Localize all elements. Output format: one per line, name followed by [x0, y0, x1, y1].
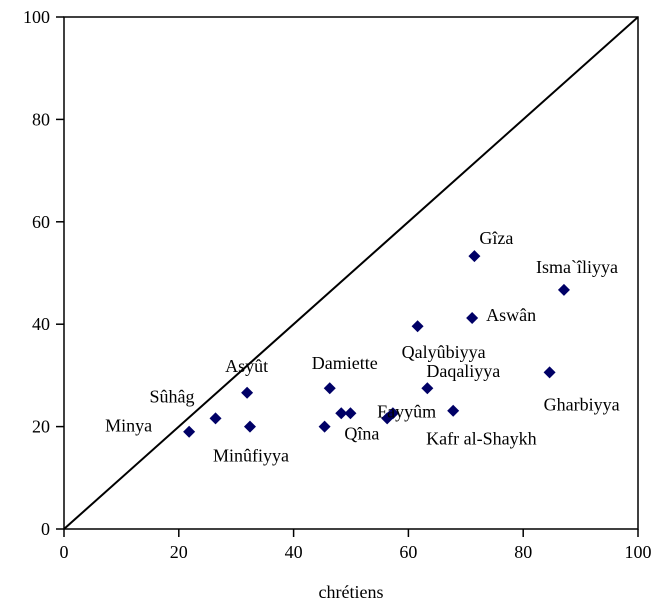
point-label: Damiette: [312, 353, 378, 373]
data-points: [183, 250, 570, 438]
diagonal-reference-line: [63, 16, 639, 530]
x-tick-label: 40: [285, 542, 303, 562]
scatter-point: [468, 250, 481, 263]
plot-area-frame: [63, 16, 639, 530]
point-label: Daqaliyya: [426, 361, 500, 381]
scatter-point: [466, 312, 479, 325]
scatter-point: [335, 407, 348, 420]
point-label: Minya: [105, 416, 152, 436]
y-tick-label: 100: [23, 7, 50, 27]
scatter-point: [344, 407, 357, 420]
scatter-point: [386, 407, 399, 420]
scatter-point: [447, 404, 460, 417]
scatter-point: [209, 412, 222, 425]
scatter-point: [557, 283, 570, 296]
point-label: Kafr al-Shaykh: [426, 429, 536, 449]
x-tick-label: 80: [514, 542, 532, 562]
point-label: Qîna: [344, 423, 379, 443]
scatter-point: [243, 420, 256, 433]
y-tick-label: 80: [32, 109, 50, 129]
y-tick-label: 0: [41, 519, 50, 539]
scatter-point: [183, 425, 196, 438]
x-tick-label: 20: [170, 542, 188, 562]
scatter-point: [421, 382, 434, 395]
point-label: Sûhâg: [150, 386, 195, 406]
scatter-point: [241, 386, 254, 399]
y-axis: 0 20 40 60 80 100: [23, 7, 64, 539]
point-label: Gîza: [479, 228, 513, 248]
x-axis: 0 20 40 60 80 100: [60, 529, 652, 562]
scatter-point: [411, 320, 424, 333]
scatter-point: [323, 382, 336, 395]
point-label: Aswân: [486, 305, 536, 325]
point-label: Minûfiyya: [213, 446, 289, 466]
y-tick-label: 20: [32, 417, 50, 437]
x-axis-title: chrétiens: [319, 582, 384, 602]
point-label: Fayyûm: [377, 401, 436, 421]
point-label: Qalyûbiyya: [402, 342, 486, 362]
scatter-point: [543, 366, 556, 379]
x-tick-label: 60: [399, 542, 417, 562]
y-tick-label: 60: [32, 212, 50, 232]
point-label: Isma`îliyya: [536, 257, 618, 277]
x-tick-label: 0: [60, 542, 69, 562]
scatter-point: [318, 420, 331, 433]
x-tick-label: 100: [625, 542, 652, 562]
y-tick-label: 40: [32, 314, 50, 334]
point-label: Gharbiyya: [544, 394, 620, 414]
point-label: Asyût: [225, 356, 268, 376]
